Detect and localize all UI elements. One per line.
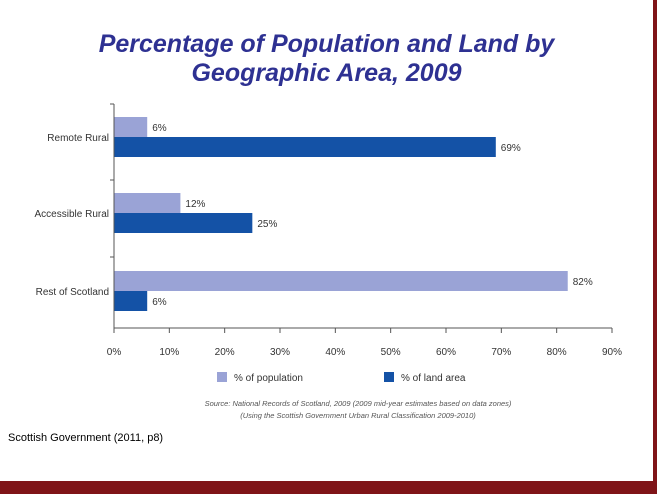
source-note-line-2: (Using the Scottish Government Urban Rur… — [240, 411, 476, 420]
x-tick-label: 20% — [215, 347, 235, 358]
data-label-accessible-rural-land-area: 25% — [257, 219, 277, 230]
x-tick-label: 80% — [547, 347, 567, 358]
category-label-rest-of-scotland: Rest of Scotland — [36, 287, 109, 298]
x-tick-label: 90% — [602, 347, 622, 358]
bar-rest-of-scotland-population — [114, 271, 568, 291]
bar-accessible-rural-population — [114, 193, 181, 213]
legend-label-population: % of population — [234, 373, 303, 384]
chart-title: Percentage of Population and Land by Geo… — [0, 30, 653, 88]
x-tick-label: 60% — [436, 347, 456, 358]
bar-rest-of-scotland-land-area — [114, 291, 148, 311]
legend-label-land-area: % of land area — [401, 373, 466, 384]
category-label-remote-rural: Remote Rural — [47, 133, 109, 144]
x-tick-label: 10% — [159, 347, 179, 358]
data-label-remote-rural-land-area: 69% — [501, 143, 521, 154]
x-tick-label: 0% — [107, 347, 122, 358]
bar-remote-rural-land-area — [114, 137, 496, 157]
bar-remote-rural-population — [114, 117, 148, 137]
x-tick-label: 50% — [381, 347, 401, 358]
bar-chart: 6% 69% Remote Rural 12% 25% Accessible Rural 8… — [35, 103, 622, 420]
data-label-rest-of-scotland-population: 82% — [573, 277, 593, 288]
citation-caption: Scottish Government (2011, p8) — [8, 432, 164, 444]
chart-title-line-2: Geographic Area, 2009 — [191, 59, 462, 87]
bar-accessible-rural-land-area — [114, 213, 253, 233]
chart-title-line-1: Percentage of Population and Land by — [98, 30, 555, 58]
x-tick-label: 40% — [325, 347, 345, 358]
x-tick-label: 70% — [491, 347, 511, 358]
legend-swatch-land-area — [384, 372, 394, 382]
data-label-accessible-rural-population: 12% — [185, 199, 205, 210]
category-label-accessible-rural: Accessible Rural — [35, 209, 109, 220]
legend-swatch-population — [217, 372, 227, 382]
x-tick-label: 30% — [270, 347, 290, 358]
source-note-line-1: Source: National Records of Scotland, 20… — [205, 399, 512, 408]
data-label-rest-of-scotland-land-area: 6% — [152, 297, 167, 308]
data-label-remote-rural-population: 6% — [152, 123, 167, 134]
